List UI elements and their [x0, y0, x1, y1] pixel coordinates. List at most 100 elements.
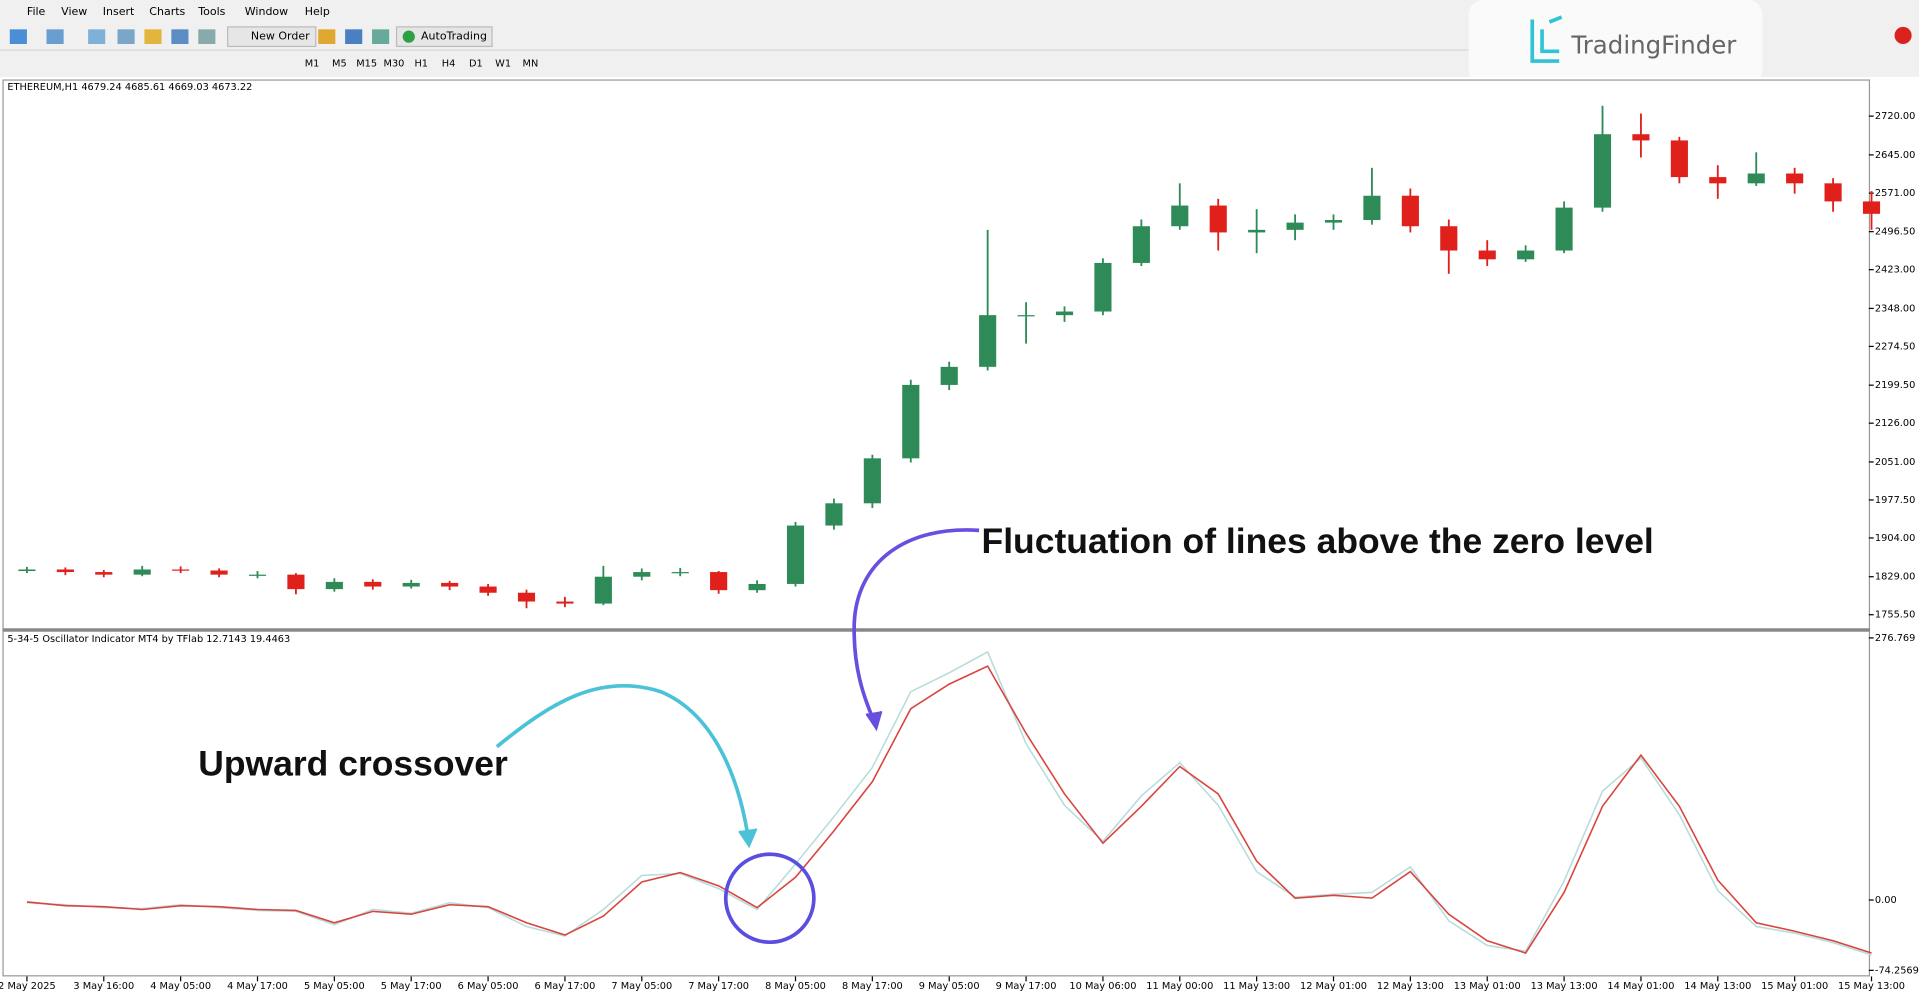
- logo-box: [1468, 0, 1763, 86]
- candle-body: [940, 366, 958, 385]
- toolbar-icon[interactable]: [117, 29, 135, 44]
- candle-body: [479, 586, 497, 593]
- x-tick-label: 8 May 05:00: [765, 981, 826, 992]
- toolbar-icon[interactable]: [318, 29, 336, 44]
- candle-body: [1824, 183, 1842, 202]
- x-tick-label: 2 May 2025: [0, 981, 56, 992]
- candle-body: [1132, 226, 1150, 263]
- candle-body: [1786, 173, 1804, 184]
- y-tick-label: 2126.00: [1875, 418, 1915, 429]
- toolbar-icon[interactable]: [9, 29, 27, 44]
- plot-area: ETHEREUM,H1 4679.24 4685.61 4669.03 4673…: [0, 82, 1919, 992]
- candle-body: [1171, 205, 1189, 227]
- notification-badge[interactable]: [1894, 26, 1912, 44]
- candle-body: [364, 581, 382, 587]
- candle-body: [56, 569, 74, 573]
- candle-body: [748, 583, 766, 591]
- candle-body: [710, 572, 728, 591]
- toolbar-icon[interactable]: [372, 29, 390, 44]
- candle-body: [402, 582, 420, 587]
- x-tick-label: 11 May 13:00: [1223, 981, 1290, 992]
- candle-body: [633, 572, 651, 577]
- y-tick-label: 2571.00: [1875, 188, 1915, 199]
- toolbar-icon[interactable]: [144, 29, 162, 44]
- y-tick-label: 1977.50: [1875, 495, 1915, 506]
- menu-item[interactable]: Window: [245, 5, 288, 18]
- arrow-head: [738, 828, 758, 849]
- menu-item[interactable]: Help: [305, 5, 330, 18]
- x-tick-label: 9 May 17:00: [996, 981, 1057, 992]
- candle-body: [95, 572, 113, 575]
- autotrading-icon: [402, 30, 415, 43]
- x-tick-label: 8 May 17:00: [842, 981, 903, 992]
- timeframe-button[interactable]: M15: [356, 59, 377, 70]
- candle-body: [1862, 201, 1881, 214]
- toolbar-icon[interactable]: [198, 29, 216, 44]
- chart-title: 5-34-5 Oscillator Indicator MT4 by TFlab…: [7, 634, 290, 645]
- candle-body: [1017, 315, 1035, 317]
- candle-body: [1440, 226, 1458, 251]
- candle-body: [210, 570, 228, 575]
- y-tick-label: 276.769: [1875, 633, 1915, 644]
- timeframe-button[interactable]: H4: [442, 59, 456, 70]
- menu-item[interactable]: Charts: [149, 5, 185, 18]
- candle-body: [1286, 222, 1304, 230]
- timeframe-button[interactable]: M30: [384, 59, 405, 70]
- timeframe-button[interactable]: M1: [305, 59, 320, 70]
- chart-window: [0, 76, 1919, 996]
- timeframe-button[interactable]: H1: [414, 59, 428, 70]
- y-tick-label: 2348.00: [1875, 303, 1915, 314]
- candle-body: [172, 569, 190, 571]
- candle-body: [1209, 205, 1227, 233]
- annotation: Fluctuation of lines above the zero leve…: [982, 521, 1654, 561]
- y-tick-label: 2645.00: [1875, 150, 1915, 161]
- x-tick-label: 15 May 01:00: [1761, 981, 1828, 992]
- candle-body: [1593, 134, 1612, 208]
- y-tick-label: 2199.50: [1875, 380, 1915, 391]
- x-tick-label: 6 May 05:00: [458, 981, 519, 992]
- candle-body: [287, 574, 305, 590]
- menu-item[interactable]: View: [61, 5, 87, 18]
- candle-body: [902, 384, 920, 459]
- candle-body: [441, 582, 459, 587]
- timeframe-button[interactable]: W1: [495, 59, 511, 70]
- timeframe-button[interactable]: D1: [469, 59, 483, 70]
- x-tick-label: 15 May 13:00: [1838, 981, 1905, 992]
- y-tick-label: 2051.00: [1875, 457, 1915, 468]
- candle-body: [1517, 250, 1535, 260]
- oscillator-line: [26, 650, 1872, 956]
- menu-item[interactable]: Insert: [103, 5, 135, 18]
- button-label[interactable]: New Order: [251, 30, 310, 43]
- toolbar-icon[interactable]: [345, 29, 363, 44]
- crossover-circle: [723, 852, 816, 945]
- candle-body: [248, 574, 267, 576]
- candle-body: [1094, 262, 1112, 312]
- crossover-arrow: [495, 683, 751, 844]
- chart-title: ETHEREUM,H1 4679.24 4685.61 4669.03 4673…: [7, 82, 252, 93]
- toolbar-icon[interactable]: [171, 29, 189, 44]
- menu-item[interactable]: File: [27, 5, 46, 18]
- candle-body: [18, 569, 36, 572]
- new-order-button[interactable]: [227, 26, 317, 48]
- toolbar-icon[interactable]: [46, 29, 64, 44]
- timeframe-button[interactable]: MN: [523, 59, 539, 70]
- candle-body: [863, 458, 881, 504]
- menu-item[interactable]: Tools: [197, 5, 225, 18]
- candle-body: [1670, 140, 1688, 178]
- x-tick-label: 7 May 17:00: [688, 981, 749, 992]
- candle-body: [1747, 173, 1765, 184]
- fluctuation-arrow: [852, 528, 980, 727]
- candle-body: [979, 315, 997, 367]
- autotrading-button[interactable]: [395, 26, 493, 48]
- candle-body: [825, 503, 843, 526]
- y-tick-label: 2423.00: [1875, 265, 1915, 276]
- toolbar-icon[interactable]: [88, 29, 106, 44]
- y-tick-label: 2274.50: [1875, 341, 1915, 352]
- timeframe-button[interactable]: M5: [332, 59, 347, 70]
- x-tick-label: 5 May 05:00: [304, 981, 365, 992]
- button-label[interactable]: AutoTrading: [421, 30, 487, 43]
- y-tick-label: 1904.00: [1875, 533, 1915, 544]
- logo-icon: [1530, 15, 1563, 63]
